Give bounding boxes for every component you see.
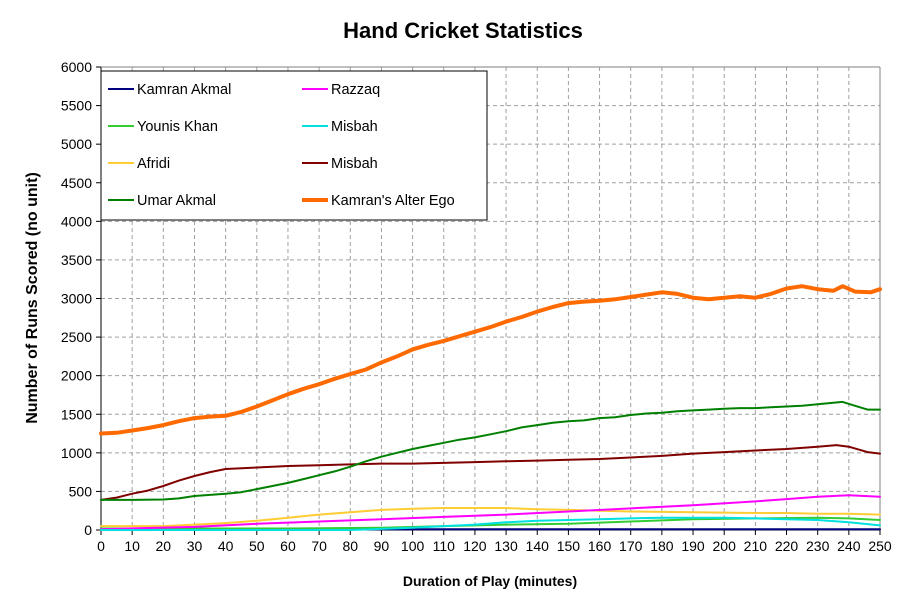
legend-label: Razzaq [331, 82, 380, 98]
x-tick-label: 10 [124, 538, 140, 554]
legend-label: Younis Khan [137, 119, 218, 135]
x-tick-label: 80 [342, 538, 358, 554]
series-line [100, 444, 881, 501]
x-tick-label: 100 [401, 538, 425, 554]
x-tick-label: 70 [311, 538, 327, 554]
x-tick-label: 140 [526, 538, 550, 554]
x-tick-label: 40 [218, 538, 234, 554]
y-tick-label: 2000 [61, 368, 92, 384]
x-tick-label: 20 [156, 538, 172, 554]
y-tick-label: 5500 [61, 98, 92, 114]
series-line [100, 507, 881, 528]
legend-label: Misbah [331, 119, 378, 135]
x-tick-label: 190 [681, 538, 705, 554]
series-line [99, 284, 882, 436]
x-tick-label: 120 [463, 538, 487, 554]
x-tick-labels: 0 10 20 30 40 50 60 70 80 90 100 110 120 130 140 150 160… [97, 538, 892, 554]
series-line [100, 516, 881, 530]
legend-label: Kamran Akmal [137, 82, 231, 98]
legend-label: Misbah [331, 156, 378, 172]
y-tick-label: 5000 [61, 136, 92, 152]
y-tick-label: 0 [84, 522, 92, 538]
legend-label: Kamran's Alter Ego [331, 193, 455, 209]
x-tick-label: 50 [249, 538, 265, 554]
x-tick-label: 240 [837, 538, 861, 554]
x-tick-label: 0 [97, 538, 105, 554]
x-tick-label: 180 [650, 538, 674, 554]
y-tick-label: 2500 [61, 329, 92, 345]
y-axis-title: Number of Runs Scored (no unit) [24, 172, 41, 424]
x-tick-label: 60 [280, 538, 296, 554]
legend-box [100, 70, 488, 221]
x-tick-label: 30 [187, 538, 203, 554]
series-line [100, 494, 881, 531]
x-tick-label: 250 [868, 538, 892, 554]
y-tick-label: 6000 [61, 59, 92, 75]
series-line [100, 400, 881, 501]
x-tick-label: 200 [713, 538, 737, 554]
y-tick-label: 4500 [61, 175, 92, 191]
x-tick-label: 170 [619, 538, 643, 554]
y-tick-labels: 0 500 1000 1500 2000 2500 3000 3500 4000 4500 5000… [61, 59, 92, 538]
y-tick-label: 4000 [61, 213, 92, 229]
x-axis-title: Duration of Play (minutes) [403, 573, 577, 589]
x-tick-label: 160 [588, 538, 612, 554]
x-tick-label: 90 [374, 538, 390, 554]
x-tick-label: 230 [806, 538, 830, 554]
chart-title: Hand Cricket Statistics [343, 18, 583, 43]
y-tick-label: 500 [69, 483, 93, 499]
x-tick-label: 130 [494, 538, 518, 554]
x-tick-label: 210 [744, 538, 768, 554]
legend: Kamran Akmal Younis Khan Afridi Umar Akmal R… [100, 70, 488, 221]
series-line [100, 516, 881, 531]
x-tick-label: 150 [557, 538, 581, 554]
y-tick-label: 1000 [61, 445, 92, 461]
x-tick-label: 110 [433, 538, 456, 554]
y-tick-label: 3500 [61, 252, 92, 268]
series-lines [99, 284, 882, 531]
legend-label: Umar Akmal [137, 193, 216, 209]
legend-label: Afridi [137, 156, 170, 172]
y-tick-label: 1500 [61, 406, 92, 422]
x-tick-label: 220 [775, 538, 799, 554]
y-tick-label: 3000 [61, 291, 92, 307]
